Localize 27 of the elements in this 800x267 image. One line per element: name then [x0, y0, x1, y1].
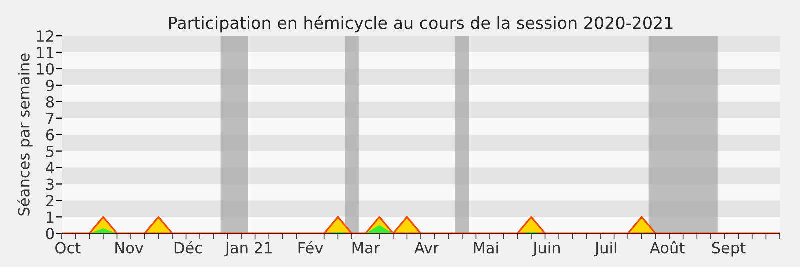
y-tick-label: 3 — [46, 178, 54, 190]
x-tick-label: Mar — [352, 242, 380, 254]
y-tick-label: 9 — [46, 80, 54, 92]
y-tick-label: 0 — [46, 228, 54, 240]
y-tick-label: 10 — [37, 63, 54, 75]
y-tick-label: 5 — [46, 146, 54, 158]
x-tick-label: Avr — [414, 242, 440, 254]
y-tick-label: 12 — [37, 30, 54, 42]
x-tick-label: Jan 21 — [224, 242, 272, 257]
x-tick-label: Juin — [532, 242, 560, 257]
y-tick-label: 7 — [46, 113, 54, 124]
y-tick-label: 2 — [46, 195, 54, 206]
x-tick-label: Juil — [594, 242, 616, 257]
chart-title: Participation en hémicycle au cours de la session 2020-2021 — [169, 16, 673, 33]
x-tick-label: Sept — [712, 242, 746, 257]
y-tick-label: 4 — [46, 162, 54, 174]
y-tick-label: 6 — [46, 129, 54, 141]
x-tick-label: Nov — [116, 242, 144, 254]
y-axis-title: Séances par semaine — [17, 54, 33, 216]
x-tick-label: Oct — [56, 242, 81, 254]
x-tick-label: Mai — [474, 242, 498, 254]
x-tick-label: Fév — [298, 241, 324, 254]
y-tick-label: 11 — [37, 47, 54, 58]
y-tick-label: 8 — [46, 96, 54, 108]
x-tick-label: Déc — [174, 241, 202, 254]
x-tick-label: Août — [650, 241, 685, 254]
y-tick-label: 1 — [47, 212, 54, 223]
